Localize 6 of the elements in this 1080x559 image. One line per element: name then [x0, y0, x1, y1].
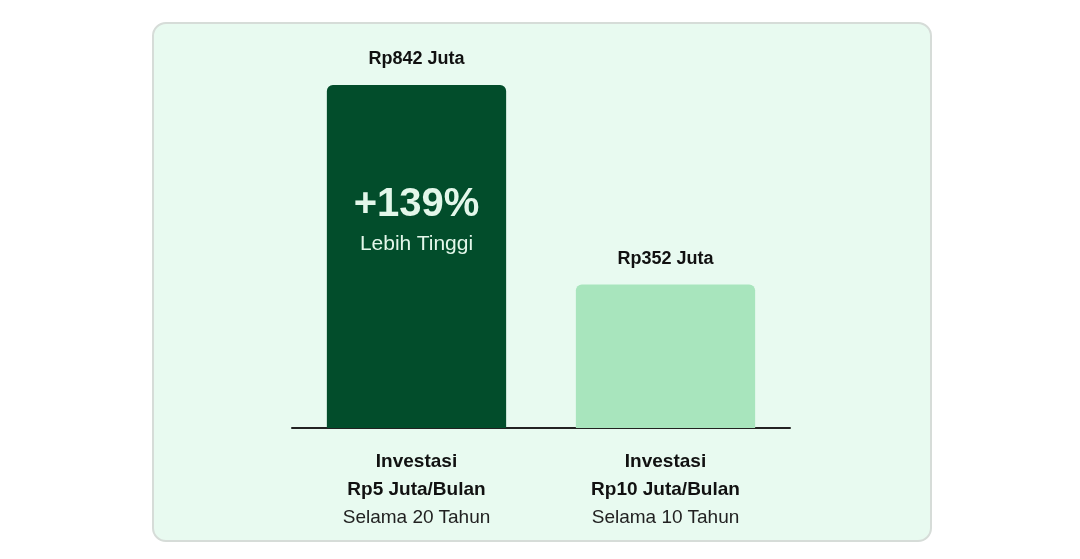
x-tick-label: Investasi Rp5 Juta/Bulan Selama 20 Tahun — [342, 449, 491, 527]
data-label: Rp352 Juta — [617, 247, 715, 268]
x-tick-label: Investasi Rp10 Juta/Bulan Selama 10 Tahun — [591, 449, 740, 527]
annotation: Lebih Tinggi — [359, 231, 474, 255]
annotation: +139% — [353, 179, 480, 224]
data-label: Rp842 Juta — [368, 48, 466, 68]
